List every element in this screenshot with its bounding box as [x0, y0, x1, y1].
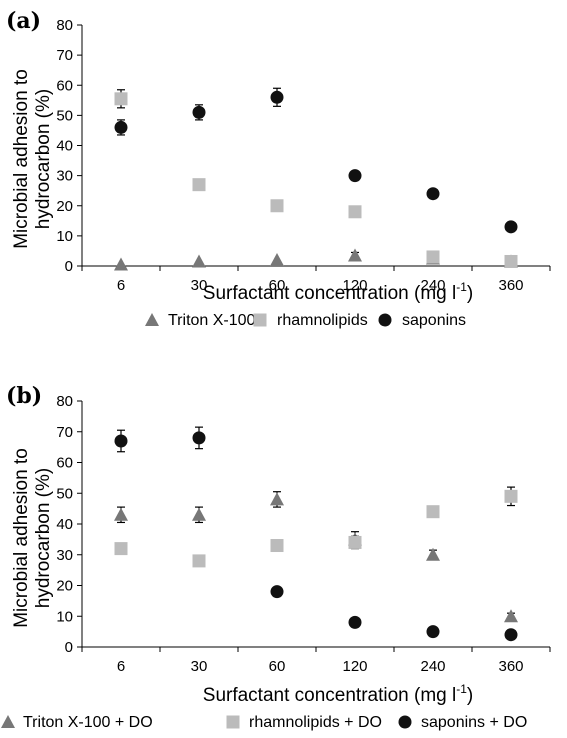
data-point: [270, 492, 284, 506]
data-point: [504, 220, 518, 234]
x-tick-label: 60: [269, 277, 286, 294]
axes-b: [81, 401, 550, 648]
data-point: [270, 585, 284, 599]
ticks-b: 0 10 20 30 40 50 60 70 80 6 30 60 120 240 360: [56, 393, 551, 675]
legend-label: saponins: [402, 312, 466, 329]
legend-label: Triton X-100: [168, 312, 256, 329]
data-point: [270, 539, 284, 553]
x-tick-label: 6: [117, 658, 125, 675]
y-tick-label: 0: [65, 639, 73, 656]
y-tick-label: 10: [56, 608, 73, 625]
data-point: [504, 628, 518, 642]
y-tick-label: 30: [56, 168, 73, 185]
legend-marker-circle: [378, 313, 392, 327]
series-circle: [114, 426, 518, 642]
series-square: [114, 486, 518, 568]
data-point: [192, 105, 206, 119]
legend-a: Triton X-100 rhamnolipids saponins: [145, 312, 466, 329]
y-tick-label: 10: [56, 228, 73, 245]
panel-label-b: (b): [6, 383, 42, 409]
marks-b: [114, 426, 518, 642]
data-point: [426, 547, 440, 561]
x-tick-label: 120: [342, 658, 367, 675]
legend-b: Triton X-100 + DO rhamnolipids + DO saponi…: [1, 714, 527, 731]
y-tick-label: 40: [56, 516, 73, 533]
data-point: [426, 187, 440, 201]
data-point: [114, 542, 128, 556]
series-triangle: [114, 491, 518, 623]
panel-label-a: (a): [6, 8, 41, 34]
y-tick-label: 60: [56, 455, 73, 472]
legend-marker-triangle: [145, 313, 159, 326]
data-point: [504, 254, 518, 268]
data-point: [426, 505, 440, 519]
data-point: [192, 178, 206, 192]
y-tick-label: 30: [56, 547, 73, 564]
y-axis-title-a-line1: Microbial adhesion to: [11, 69, 32, 249]
x-tick-label: 120: [342, 277, 367, 294]
data-point: [114, 120, 128, 134]
legend-label: rhamnolipids: [277, 312, 368, 329]
x-tick-label: 360: [498, 277, 523, 294]
x-tick-label: 30: [191, 658, 208, 675]
y-tick-label: 40: [56, 138, 73, 155]
data-point: [192, 431, 206, 445]
data-point: [348, 205, 362, 219]
y-tick-label: 0: [65, 258, 73, 275]
y-tick-label: 20: [56, 578, 73, 595]
data-point: [270, 252, 284, 266]
data-point: [114, 507, 128, 521]
y-tick-label: 70: [56, 424, 73, 441]
data-point: [114, 92, 128, 106]
series-square: [114, 89, 518, 268]
panel-b: (b) Microbial adhesion to hydrocarbon (%…: [1, 383, 551, 731]
x-tick-label: 6: [117, 277, 125, 294]
legend-label: rhamnolipids + DO: [249, 714, 382, 731]
data-point: [348, 535, 362, 549]
y-tick-label: 50: [56, 485, 73, 502]
x-tick-label: 240: [420, 277, 445, 294]
data-point: [504, 609, 518, 623]
y-axis-title-b-line2: hydrocarbon (%): [33, 468, 54, 608]
data-point: [504, 489, 518, 503]
data-point: [348, 169, 362, 183]
data-point: [426, 625, 440, 639]
data-point: [270, 90, 284, 104]
legend-label: Triton X-100 + DO: [23, 714, 153, 731]
legend-marker-triangle: [1, 715, 15, 728]
data-point: [192, 507, 206, 521]
y-axis-title-b-line1: Microbial adhesion to: [11, 448, 32, 628]
data-point: [348, 248, 362, 262]
x-tick-label: 240: [420, 658, 445, 675]
y-tick-label: 50: [56, 107, 73, 124]
x-tick-label: 60: [269, 658, 286, 675]
panel-a: (a) Microbial adhesion to hydrocarbon (%…: [6, 8, 551, 329]
data-point: [270, 199, 284, 213]
data-point: [192, 254, 206, 268]
y-axis-title-a-line2: hydrocarbon (%): [33, 89, 54, 229]
data-point: [114, 434, 128, 448]
legend-marker-square: [226, 715, 240, 729]
y-tick-label: 70: [56, 47, 73, 64]
legend-marker-square: [253, 313, 267, 327]
legend-label: saponins + DO: [421, 714, 527, 731]
x-tick-label: 360: [498, 658, 523, 675]
series-circle: [114, 87, 518, 234]
ticks-a: 0 10 20 30 40 50 60 70 80 6 30 60 120 240 360: [56, 17, 551, 294]
data-point: [114, 257, 128, 271]
marks-a: [114, 87, 518, 271]
x-axis-title-a: Surfactant concentration (mg l-1): [203, 280, 473, 304]
y-tick-label: 80: [56, 17, 73, 34]
y-tick-label: 80: [56, 393, 73, 410]
x-axis-title-b: Surfactant concentration (mg l-1): [203, 682, 473, 706]
x-tick-label: 30: [191, 277, 208, 294]
data-point: [348, 615, 362, 629]
y-tick-label: 20: [56, 198, 73, 215]
axes-a: [81, 25, 550, 267]
y-tick-label: 60: [56, 77, 73, 94]
legend-marker-circle: [398, 715, 412, 729]
data-point: [426, 250, 440, 264]
data-point: [192, 554, 206, 568]
